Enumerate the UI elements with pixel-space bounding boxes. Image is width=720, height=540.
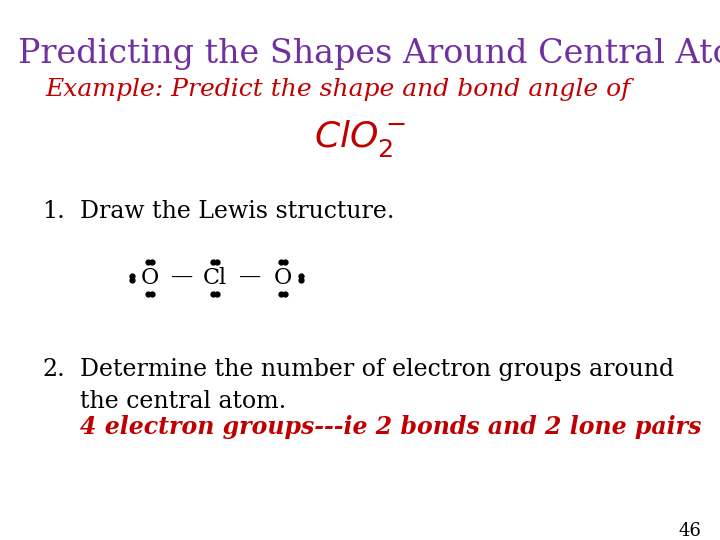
Text: 1.: 1. <box>42 200 65 223</box>
Text: Example: Predict the shape and bond angle of: Example: Predict the shape and bond angl… <box>45 78 631 101</box>
Text: 46: 46 <box>678 522 701 540</box>
Text: Cl: Cl <box>203 267 227 289</box>
Text: O: O <box>141 267 159 289</box>
Text: Predicting the Shapes Around Central Atoms: Predicting the Shapes Around Central Ato… <box>18 38 720 70</box>
Text: 2.: 2. <box>42 358 65 381</box>
Text: —: — <box>239 267 261 289</box>
Text: Draw the Lewis structure.: Draw the Lewis structure. <box>80 200 395 223</box>
Text: $\mathit{ClO_2^-}$: $\mathit{ClO_2^-}$ <box>314 118 406 159</box>
Text: 4 electron groups---ie 2 bonds and 2 lone pairs: 4 electron groups---ie 2 bonds and 2 lon… <box>80 415 701 439</box>
Text: O: O <box>274 267 292 289</box>
Text: —: — <box>171 267 193 289</box>
Text: Determine the number of electron groups around
the central atom.: Determine the number of electron groups … <box>80 358 674 413</box>
